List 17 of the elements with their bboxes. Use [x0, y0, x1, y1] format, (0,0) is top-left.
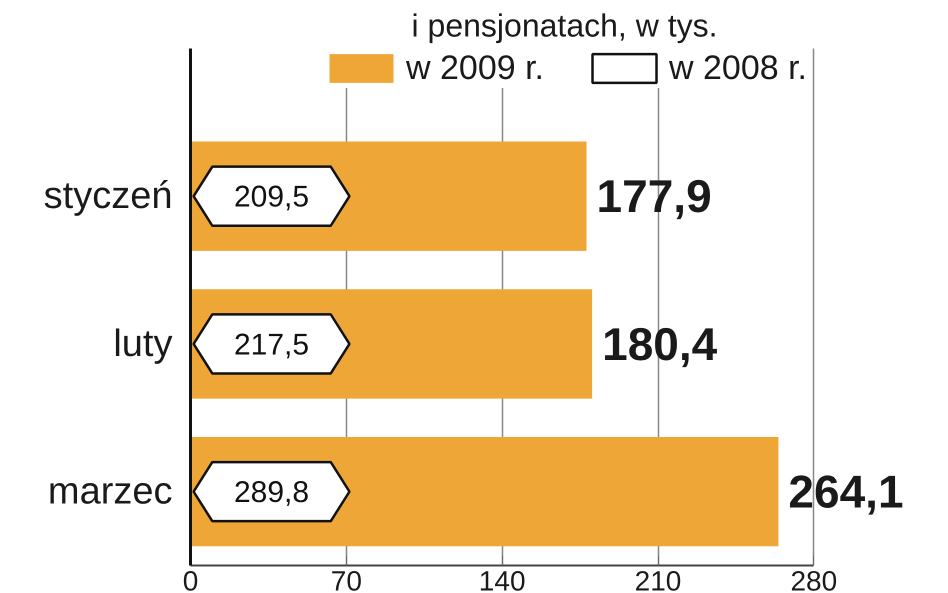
y-tick-label: luty — [113, 322, 173, 365]
text: 289,8 — [234, 476, 310, 510]
y-tick-label: marzec — [48, 470, 172, 513]
data-label: 264,1 — [788, 466, 904, 518]
x-tick-label: 70 — [330, 566, 362, 593]
x-tick-label: 140 — [478, 566, 526, 593]
data-label: 177,9 — [596, 170, 712, 222]
data-label: 180,4 — [602, 318, 718, 370]
text: 217,5 — [234, 328, 310, 362]
x-tick-label: 280 — [790, 566, 838, 593]
text: 209,5 — [234, 180, 310, 214]
y-tick-label: styczeń — [44, 175, 173, 218]
x-tick-label: 210 — [634, 566, 682, 593]
chart-title: i pensjonatach, w tys. — [412, 8, 718, 44]
legend-label: w 2008 r. — [669, 48, 807, 88]
legend-label: w 2009 r. — [406, 48, 544, 88]
x-tick-label: 0 — [182, 566, 198, 593]
